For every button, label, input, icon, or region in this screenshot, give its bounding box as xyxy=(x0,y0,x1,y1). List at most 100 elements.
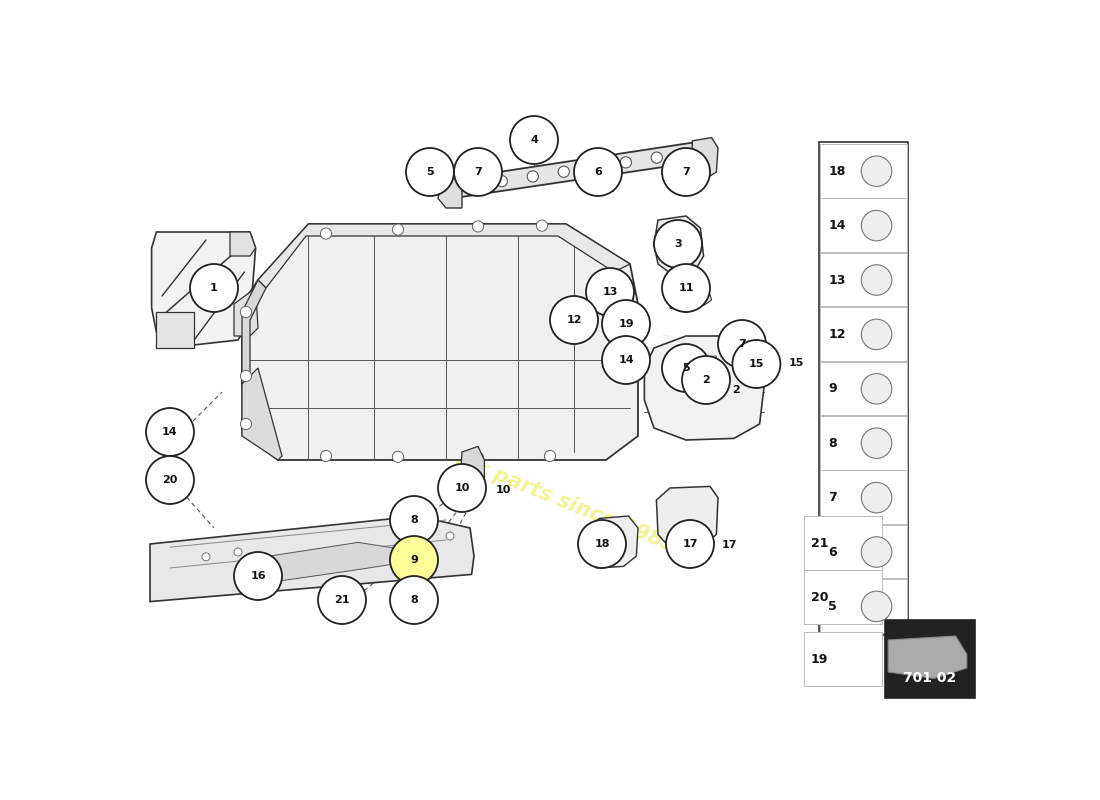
Circle shape xyxy=(662,344,710,392)
Text: 21: 21 xyxy=(811,537,828,550)
Circle shape xyxy=(146,456,194,504)
Circle shape xyxy=(861,265,892,295)
Circle shape xyxy=(146,408,194,456)
Circle shape xyxy=(446,532,454,540)
Circle shape xyxy=(234,552,282,600)
Polygon shape xyxy=(242,224,638,460)
FancyBboxPatch shape xyxy=(821,362,906,415)
Circle shape xyxy=(393,451,404,462)
Circle shape xyxy=(454,148,502,196)
Circle shape xyxy=(190,264,238,312)
Circle shape xyxy=(393,224,404,235)
FancyBboxPatch shape xyxy=(804,516,882,570)
Text: 5: 5 xyxy=(682,363,690,373)
Circle shape xyxy=(544,450,556,462)
Text: 701 02: 701 02 xyxy=(903,671,956,686)
Polygon shape xyxy=(446,142,700,198)
Text: 7: 7 xyxy=(738,339,746,349)
Text: 6: 6 xyxy=(828,546,837,558)
Circle shape xyxy=(202,553,210,561)
Text: 18: 18 xyxy=(828,165,846,178)
Text: 1: 1 xyxy=(210,283,218,293)
FancyBboxPatch shape xyxy=(821,144,906,198)
Circle shape xyxy=(241,370,252,382)
Text: 16: 16 xyxy=(250,571,266,581)
FancyBboxPatch shape xyxy=(821,470,906,524)
Circle shape xyxy=(496,175,507,186)
Text: 10: 10 xyxy=(454,483,470,493)
FancyBboxPatch shape xyxy=(818,142,909,635)
FancyBboxPatch shape xyxy=(821,253,906,306)
Circle shape xyxy=(861,482,892,513)
Text: 7: 7 xyxy=(682,167,690,177)
Polygon shape xyxy=(230,232,255,256)
Circle shape xyxy=(574,148,622,196)
Text: 19: 19 xyxy=(618,319,634,329)
Circle shape xyxy=(472,221,484,232)
Text: 14: 14 xyxy=(618,355,634,365)
Circle shape xyxy=(666,520,714,568)
Text: 12: 12 xyxy=(828,328,846,341)
Polygon shape xyxy=(258,224,630,288)
FancyBboxPatch shape xyxy=(821,198,906,252)
Polygon shape xyxy=(670,284,704,312)
Circle shape xyxy=(406,148,454,196)
Polygon shape xyxy=(645,336,764,440)
Circle shape xyxy=(390,576,438,624)
Circle shape xyxy=(320,450,331,462)
FancyBboxPatch shape xyxy=(821,525,906,578)
Text: 15: 15 xyxy=(789,358,804,368)
Circle shape xyxy=(602,336,650,384)
FancyBboxPatch shape xyxy=(821,307,906,361)
Circle shape xyxy=(465,180,476,191)
Polygon shape xyxy=(654,216,704,276)
Polygon shape xyxy=(234,288,258,336)
Circle shape xyxy=(861,591,892,622)
Circle shape xyxy=(234,548,242,556)
Circle shape xyxy=(861,537,892,567)
Text: a passion for parts since 1985: a passion for parts since 1985 xyxy=(342,404,679,556)
FancyBboxPatch shape xyxy=(804,570,882,624)
Text: 14: 14 xyxy=(828,219,846,232)
Text: euromotive: euromotive xyxy=(333,267,767,421)
Polygon shape xyxy=(438,174,462,208)
Text: 17: 17 xyxy=(682,539,697,549)
FancyBboxPatch shape xyxy=(821,579,906,633)
Circle shape xyxy=(861,210,892,241)
Polygon shape xyxy=(586,516,638,568)
Circle shape xyxy=(320,228,331,239)
Circle shape xyxy=(537,220,548,231)
Polygon shape xyxy=(242,280,266,436)
Polygon shape xyxy=(242,368,282,460)
Circle shape xyxy=(651,152,662,163)
Text: 13: 13 xyxy=(828,274,846,286)
Circle shape xyxy=(472,452,484,463)
Text: 13: 13 xyxy=(603,287,618,297)
Circle shape xyxy=(861,156,892,186)
Circle shape xyxy=(578,520,626,568)
Polygon shape xyxy=(657,486,718,548)
Text: 9: 9 xyxy=(410,555,418,565)
FancyBboxPatch shape xyxy=(884,620,976,698)
Circle shape xyxy=(590,162,601,173)
Circle shape xyxy=(438,464,486,512)
Text: 5: 5 xyxy=(828,600,837,613)
Text: 2: 2 xyxy=(733,385,740,394)
Text: 15: 15 xyxy=(749,359,764,369)
Text: 9: 9 xyxy=(828,382,837,395)
Circle shape xyxy=(861,428,892,458)
FancyBboxPatch shape xyxy=(804,632,882,686)
Circle shape xyxy=(861,374,892,404)
Circle shape xyxy=(602,300,650,348)
Circle shape xyxy=(527,171,538,182)
Circle shape xyxy=(422,526,430,534)
Circle shape xyxy=(662,264,710,312)
Circle shape xyxy=(241,306,252,318)
Polygon shape xyxy=(461,446,484,486)
Circle shape xyxy=(620,157,631,168)
Text: 20: 20 xyxy=(811,591,828,604)
Text: 10: 10 xyxy=(496,485,512,494)
Polygon shape xyxy=(156,312,194,348)
Polygon shape xyxy=(152,232,255,346)
Polygon shape xyxy=(888,636,967,678)
